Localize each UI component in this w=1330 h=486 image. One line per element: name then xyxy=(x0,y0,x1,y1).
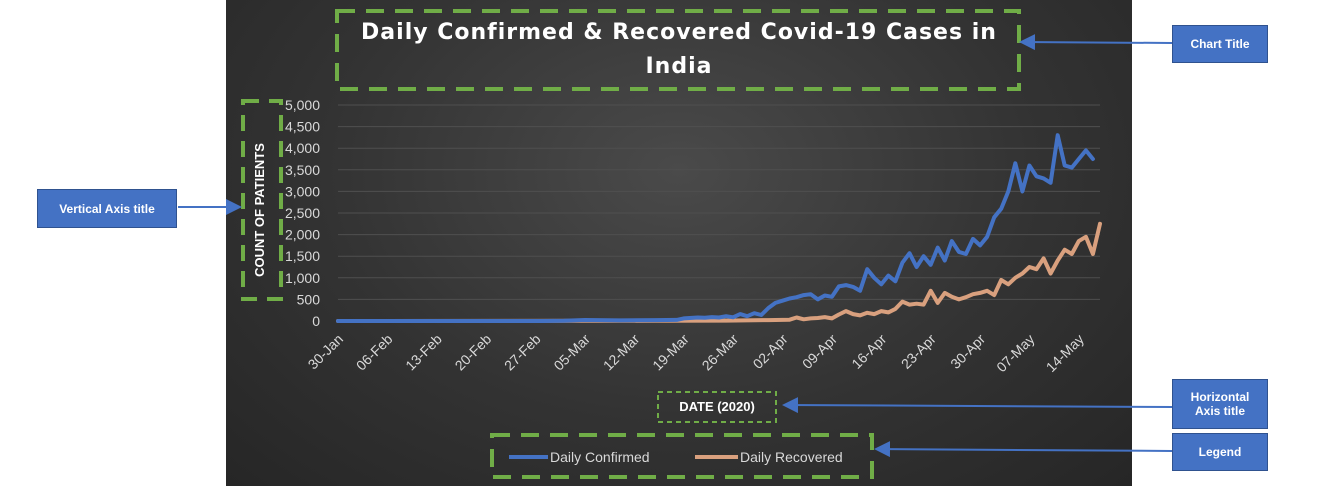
legend-label-daily-confirmed: Daily Confirmed xyxy=(550,449,650,465)
x-tick-label: 05-Mar xyxy=(550,331,593,374)
y-tick-label: 1,000 xyxy=(285,270,320,286)
x-tick-labels: 30-Jan 06-Feb 13-Feb 20-Feb 27-Feb 05-Mar 12-M… xyxy=(305,331,1087,376)
y-axis-title-highlight xyxy=(241,99,283,301)
y-tick-label: 500 xyxy=(297,291,321,307)
x-tick-label: 13-Feb xyxy=(402,331,445,374)
x-tick-label: 12-Mar xyxy=(600,331,643,374)
callout-arrow-horizontal-axis-title xyxy=(782,397,1173,414)
callout-chart-title: Chart Title xyxy=(1172,25,1268,63)
y-tick-label: 0 xyxy=(312,313,320,329)
y-tick-label: 5,000 xyxy=(285,97,320,113)
callout-vertical-axis-title: Vertical Axis title xyxy=(37,189,177,228)
y-tick-label: 2,000 xyxy=(285,227,320,243)
x-tick-label: 20-Feb xyxy=(452,331,495,374)
gridlines xyxy=(338,104,1100,300)
x-tick-label: 09-Apr xyxy=(799,331,840,372)
x-tick-label: 19-Mar xyxy=(649,331,692,374)
x-tick-label: 14-May xyxy=(1043,331,1087,375)
legend-highlight xyxy=(490,433,874,479)
chart-title-line-2: India xyxy=(646,54,713,79)
series-lines xyxy=(336,133,1102,323)
x-tick-label: 30-Jan xyxy=(305,331,347,373)
y-tick-label: 1,500 xyxy=(285,248,320,264)
y-tick-label: 4,500 xyxy=(285,119,320,135)
x-tick-label: 16-Apr xyxy=(848,331,889,372)
x-tick-label: 26-Mar xyxy=(699,331,742,374)
x-tick-label: 07-May xyxy=(993,331,1037,375)
series-line-daily-confirmed xyxy=(336,133,1095,323)
y-tick-label: 3,500 xyxy=(285,162,320,178)
chart-title-line-1: Daily Confirmed & Recovered Covid-19 Cas… xyxy=(361,20,997,45)
y-axis-title: COUNT OF PATIENTS xyxy=(252,143,267,277)
legend: Daily Confirmed Daily Recovered xyxy=(509,449,843,465)
callout-horizontal-axis-title: Horizontal Axis title xyxy=(1172,379,1268,429)
x-tick-label: 27-Feb xyxy=(501,331,544,374)
x-axis-title-highlight xyxy=(657,391,777,423)
series-line-daily-recovered xyxy=(336,221,1102,323)
callout-legend: Legend xyxy=(1172,433,1268,471)
legend-label-daily-recovered: Daily Recovered xyxy=(740,449,843,465)
x-axis-title: DATE (2020) xyxy=(679,399,755,414)
y-tick-label: 4,000 xyxy=(285,140,320,156)
x-tick-label: 06-Feb xyxy=(353,331,396,374)
x-tick-label: 02-Apr xyxy=(750,331,791,372)
x-tick-label: 30-Apr xyxy=(947,331,988,372)
y-tick-label: 2,500 xyxy=(285,205,320,221)
y-tick-label: 3,000 xyxy=(285,183,320,199)
callout-arrow-chart-title xyxy=(1019,34,1173,51)
chart-title-highlight xyxy=(335,9,1021,91)
y-tick-labels: 5,000 4,500 4,000 3,500 3,000 2,500 2,000 1,500… xyxy=(285,97,320,329)
callout-arrow-legend xyxy=(874,441,1173,458)
x-tick-label: 23-Apr xyxy=(898,331,939,372)
